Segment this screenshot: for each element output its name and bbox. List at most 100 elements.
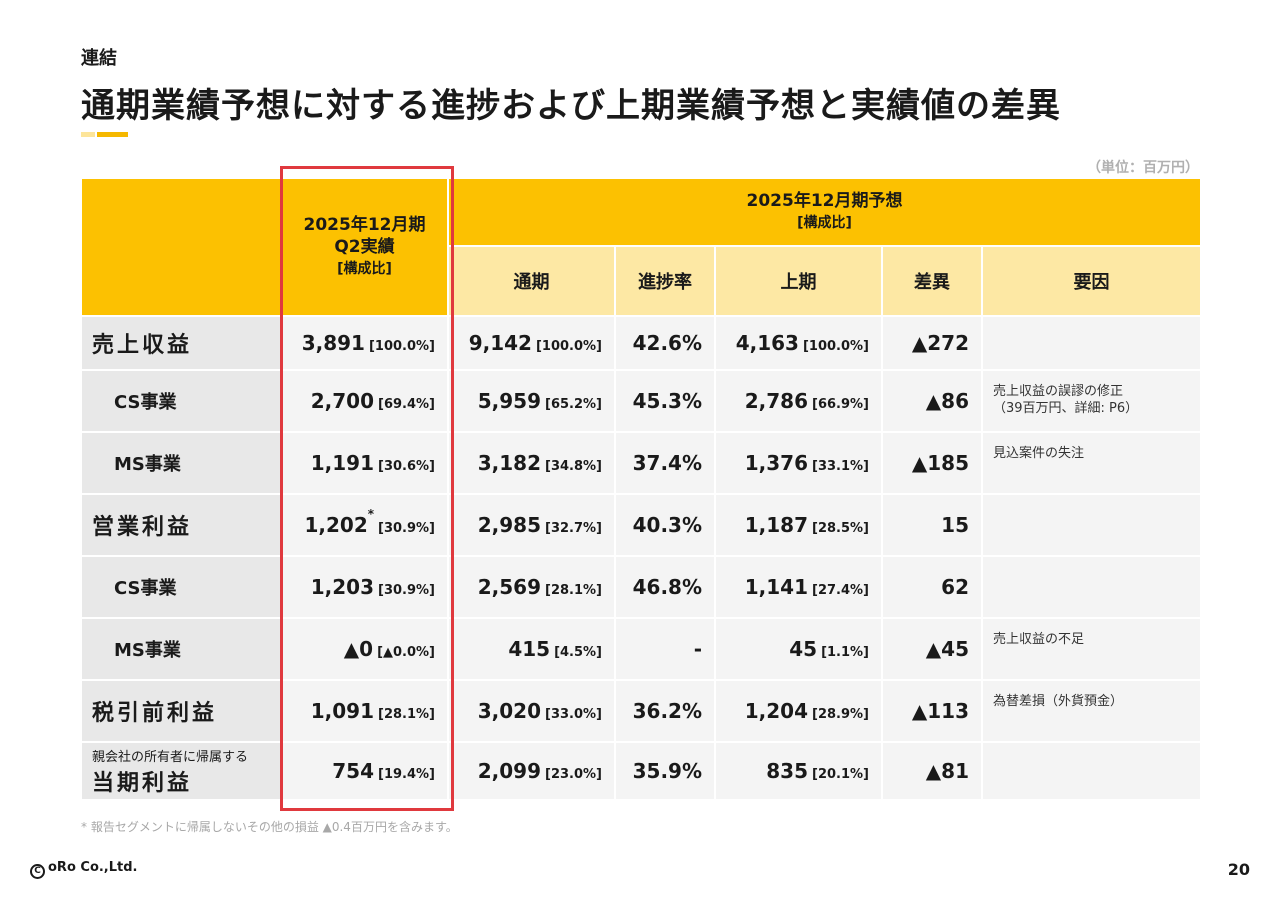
first-half-cell-ratio: [66.9%] bbox=[812, 397, 869, 412]
table-row: 売上収益 3,891 [100.0%] 9,142 [100.0%] 42.6% 4,163… bbox=[80, 315, 1203, 371]
first-half-cell: 1,141 [27.4%] bbox=[714, 555, 883, 619]
first-half-cell: 1,376 [33.1%] bbox=[714, 431, 883, 495]
full-year-cell-value: 9,142 bbox=[468, 331, 532, 355]
row-label-text: MS事業 bbox=[114, 640, 181, 661]
full-year-cell-ratio: [34.8%] bbox=[545, 459, 602, 474]
footnote-mark: * bbox=[367, 507, 375, 521]
difference-value: ▲113 bbox=[911, 699, 969, 723]
actual-cell-value: 1,203 bbox=[310, 575, 375, 599]
full-year-cell: 3,182 [34.8%] bbox=[447, 431, 616, 495]
row-label-text: CS事業 bbox=[114, 392, 177, 413]
actual-cell: 2,700 [69.4%] bbox=[280, 369, 449, 433]
first-half-cell-ratio: [20.1%] bbox=[812, 767, 869, 782]
row-label: CS事業 bbox=[80, 555, 282, 619]
full-year-cell-ratio: [32.7%] bbox=[545, 521, 602, 536]
first-half-cell: 835 [20.1%] bbox=[714, 741, 883, 801]
progress-value: 35.9% bbox=[632, 759, 702, 783]
first-half-cell-ratio: [33.1%] bbox=[812, 459, 869, 474]
row-label-text: 売上収益 bbox=[92, 333, 193, 358]
first-half-cell-value: 2,786 bbox=[744, 389, 809, 413]
full-year-cell-value: 2,099 bbox=[477, 759, 542, 783]
first-half-cell-value: 4,163 bbox=[735, 331, 799, 355]
first-half-cell-ratio: [27.4%] bbox=[812, 583, 869, 598]
reason-cell bbox=[980, 741, 1203, 801]
full-year-cell: 9,142 [100.0%] bbox=[447, 315, 616, 371]
first-half-cell-value: 1,187 bbox=[744, 513, 809, 537]
actual-cell-ratio: [100.0%] bbox=[368, 339, 435, 354]
difference-value: 15 bbox=[941, 513, 969, 537]
row-label: 売上収益 bbox=[80, 315, 282, 371]
row-label: CS事業 bbox=[80, 369, 282, 433]
section-label: 連結 bbox=[81, 48, 117, 69]
reason-cell: 売上収益の誤謬の修正 （39百万円、詳細: P6） bbox=[980, 369, 1203, 433]
forecast-header-line1: 2025年12月期予想 bbox=[746, 191, 903, 211]
first-half-cell: 45 [1.1%] bbox=[714, 617, 883, 681]
full-year-cell-value: 3,020 bbox=[477, 699, 542, 723]
full-year-cell: 2,569 [28.1%] bbox=[447, 555, 616, 619]
first-half-cell-value: 1,204 bbox=[744, 699, 809, 723]
col-full-year: 通期 bbox=[447, 245, 616, 317]
actual-cell: 1,191 [30.6%] bbox=[280, 431, 449, 495]
difference-cell: ▲81 bbox=[881, 741, 983, 801]
progress-cell: 46.8% bbox=[614, 555, 716, 619]
actual-cell-ratio: [69.4%] bbox=[378, 397, 435, 412]
row-label-small: 親会社の所有者に帰属する bbox=[92, 749, 249, 765]
reason-text: 為替差損（外貨預金） bbox=[993, 694, 1124, 709]
progress-cell: 36.2% bbox=[614, 679, 716, 743]
page-title: 通期業績予想に対する進捗および上期業績予想と実績値の差異 bbox=[81, 86, 1061, 126]
table-row: CS事業 1,203 [30.9%] 2,569 [28.1%] 46.8% 1,141 [2… bbox=[80, 555, 1203, 619]
progress-value: 42.6% bbox=[632, 331, 702, 355]
corner-header-cell bbox=[80, 177, 282, 317]
difference-cell: 62 bbox=[881, 555, 983, 619]
full-year-cell: 2,985 [32.7%] bbox=[447, 493, 616, 557]
full-year-cell-ratio: [65.2%] bbox=[545, 397, 602, 412]
reason-cell bbox=[980, 555, 1203, 619]
difference-cell: ▲185 bbox=[881, 431, 983, 495]
actual-cell: 1,203 [30.9%] bbox=[280, 555, 449, 619]
actual-cell-ratio: [▲0.0%] bbox=[377, 645, 435, 660]
actual-cell-ratio: [30.6%] bbox=[378, 459, 435, 474]
actual-cell: ▲0 [▲0.0%] bbox=[280, 617, 449, 681]
row-label-text: 当期利益 bbox=[92, 770, 193, 796]
actual-cell-value: 1,191 bbox=[310, 451, 375, 475]
difference-value: ▲185 bbox=[911, 451, 969, 475]
full-year-cell-ratio: [28.1%] bbox=[545, 583, 602, 598]
difference-value: ▲86 bbox=[925, 389, 969, 413]
table-row: CS事業 2,700 [69.4%] 5,959 [65.2%] 45.3% 2,786 [6… bbox=[80, 369, 1203, 433]
actual-cell-value: 3,891 bbox=[301, 331, 365, 355]
row-label-text: MS事業 bbox=[114, 454, 181, 475]
first-half-cell: 4,163 [100.0%] bbox=[714, 315, 883, 371]
actual-cell: 1,202*[30.9%] bbox=[280, 493, 449, 557]
title-accent-bar bbox=[81, 132, 128, 137]
actual-cell: 754 [19.4%] bbox=[280, 741, 449, 801]
difference-cell: ▲86 bbox=[881, 369, 983, 433]
col-first-half: 上期 bbox=[714, 245, 883, 317]
table-row: 営業利益 1,202*[30.9%] 2,985 [32.7%] 40.3% 1,187[… bbox=[80, 493, 1203, 557]
forecast-header-line2: [構成比] bbox=[797, 215, 852, 231]
first-half-cell-ratio: [100.0%] bbox=[802, 339, 869, 354]
footnote: * 報告セグメントに帰属しないその他の損益 ▲0.4百万円を含みます。 bbox=[81, 820, 458, 834]
actual-cell-ratio: [30.9%] bbox=[378, 521, 435, 536]
progress-value: 36.2% bbox=[632, 699, 702, 723]
progress-value: - bbox=[693, 637, 702, 661]
first-half-cell-value: 1,141 bbox=[744, 575, 809, 599]
first-half-cell: 1,187 [28.5%] bbox=[714, 493, 883, 557]
full-year-cell-value: 2,569 bbox=[477, 575, 542, 599]
first-half-cell-value: 45 bbox=[789, 637, 818, 661]
first-half-cell: 2,786 [66.9%] bbox=[714, 369, 883, 433]
actual-cell: 3,891 [100.0%] bbox=[280, 315, 449, 371]
actual-cell-value: 1,202 bbox=[304, 513, 368, 537]
actual-cell: 1,091 [28.1%] bbox=[280, 679, 449, 743]
col-progress: 進捗率 bbox=[614, 245, 716, 317]
first-half-cell-ratio: [1.1%] bbox=[821, 645, 869, 660]
reason-text: 売上収益の不足 bbox=[993, 632, 1085, 647]
row-label: 営業利益 bbox=[80, 493, 282, 557]
progress-cell: 45.3% bbox=[614, 369, 716, 433]
actual-cell-value: 754 bbox=[332, 759, 375, 783]
table-row: 親会社の所有者に帰属する 当期利益 754 [19.4%] 2,099 [23.0%] 35… bbox=[80, 741, 1203, 801]
difference-value: 62 bbox=[941, 575, 969, 599]
progress-value: 40.3% bbox=[632, 513, 702, 537]
col-reason: 要因 bbox=[980, 245, 1203, 317]
reason-cell: 売上収益の不足 bbox=[980, 617, 1203, 681]
actual-header-line1: 2025年12月期 bbox=[303, 215, 426, 235]
